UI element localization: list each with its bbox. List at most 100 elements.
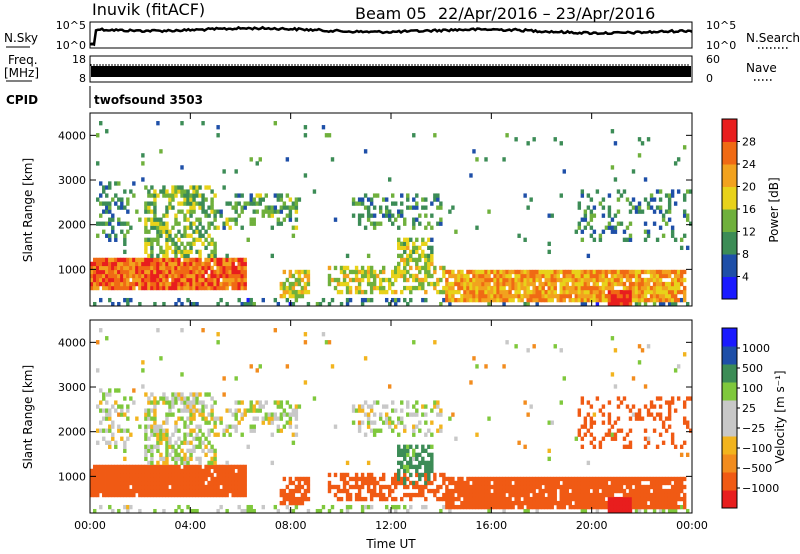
power-cell	[400, 273, 404, 279]
velocity-cell	[634, 500, 639, 506]
power-cell	[646, 285, 651, 291]
velocity-cell	[631, 500, 636, 506]
velocity-cell	[234, 424, 238, 429]
velocity-cell	[454, 488, 458, 494]
power-cell	[580, 269, 585, 275]
velocity-cell	[679, 452, 684, 458]
velocity-cell	[625, 504, 630, 510]
velocity-cell	[153, 412, 157, 417]
power-cell	[387, 285, 392, 291]
velocity-cell	[622, 492, 627, 498]
power-cell	[96, 281, 100, 287]
velocity-cell	[387, 420, 392, 425]
power-cell	[228, 261, 232, 267]
velocity-cell	[427, 468, 431, 474]
power-cell	[481, 269, 485, 275]
velocity-cell	[475, 476, 479, 482]
velocity-cell	[397, 420, 401, 425]
power-cell	[372, 285, 377, 291]
velocity-cell	[547, 456, 551, 462]
power-cell	[387, 277, 392, 283]
velocity-cell	[168, 408, 172, 413]
velocity-cell	[646, 440, 651, 445]
velocity-cell	[363, 504, 368, 510]
power-cell	[321, 125, 326, 130]
velocity-cell	[586, 484, 591, 490]
velocity-cell	[99, 472, 103, 478]
power-cell	[457, 281, 461, 287]
velocity-cell	[249, 428, 253, 433]
velocity-cell	[628, 496, 633, 502]
power-cell	[147, 241, 151, 246]
velocity-cell	[117, 468, 121, 474]
velocity-cell	[354, 476, 359, 482]
velocity-cell	[357, 404, 362, 409]
power-cell	[159, 269, 163, 275]
power-cell	[520, 297, 524, 303]
velocity-cell	[601, 420, 606, 425]
power-cell	[198, 233, 202, 238]
velocity-cell	[171, 392, 175, 397]
power-cell	[553, 281, 557, 287]
power-cell	[165, 205, 169, 210]
velocity-cell	[403, 468, 407, 474]
power-cell	[529, 269, 533, 275]
velocity-cell	[478, 504, 482, 510]
power-cell	[403, 221, 407, 226]
power-cell	[652, 293, 657, 299]
velocity-cell	[649, 484, 654, 490]
power-cell	[165, 229, 169, 234]
velocity-cell	[397, 444, 401, 449]
power-cell	[649, 293, 654, 299]
power-cell	[391, 281, 395, 287]
velocity-cell	[649, 480, 654, 486]
velocity-cell	[204, 420, 208, 425]
power-cell	[189, 273, 193, 279]
power-cell	[240, 301, 244, 307]
velocity-cell	[114, 476, 118, 482]
velocity-cell	[93, 492, 97, 498]
velocity-cell	[288, 480, 293, 486]
velocity-cell	[366, 460, 371, 466]
velocity-cell	[210, 484, 214, 490]
velocity-cell	[153, 484, 157, 490]
velocity-cell	[406, 400, 410, 405]
velocity-cell	[667, 400, 672, 405]
power-cell	[565, 269, 569, 275]
velocity-cell	[147, 444, 151, 449]
power-cell	[412, 225, 416, 230]
velocity-cell	[162, 420, 166, 425]
power-cell	[625, 197, 630, 202]
velocity-cell	[186, 468, 190, 474]
velocity-cell	[117, 492, 121, 498]
velocity-cell	[559, 488, 563, 494]
velocity-cell	[111, 492, 115, 498]
power-cell	[207, 221, 211, 226]
velocity-cell	[213, 460, 217, 466]
velocity-cell	[391, 408, 395, 413]
velocity-cell	[183, 456, 187, 462]
power-cell	[303, 281, 308, 287]
velocity-cell	[90, 476, 94, 482]
power-cell	[144, 265, 148, 271]
power-cell	[469, 277, 473, 283]
velocity-cell	[114, 472, 118, 478]
power-cell	[451, 205, 455, 210]
velocity-cell	[195, 508, 199, 514]
power-cell	[132, 269, 136, 275]
velocity-cell	[445, 504, 449, 510]
velocity-cell	[667, 476, 672, 482]
power-cell	[472, 289, 476, 295]
velocity-cell	[207, 432, 211, 437]
power-cell	[327, 133, 332, 138]
velocity-cell	[249, 404, 253, 409]
velocity-cell	[183, 480, 187, 486]
power-cell	[330, 157, 335, 162]
velocity-cell	[415, 472, 419, 478]
power-cell	[363, 273, 368, 279]
power-cell	[123, 249, 127, 255]
velocity-cell	[643, 508, 648, 514]
velocity-cell	[186, 404, 190, 409]
velocity-cell	[162, 392, 166, 397]
velocity-cell	[421, 404, 425, 409]
